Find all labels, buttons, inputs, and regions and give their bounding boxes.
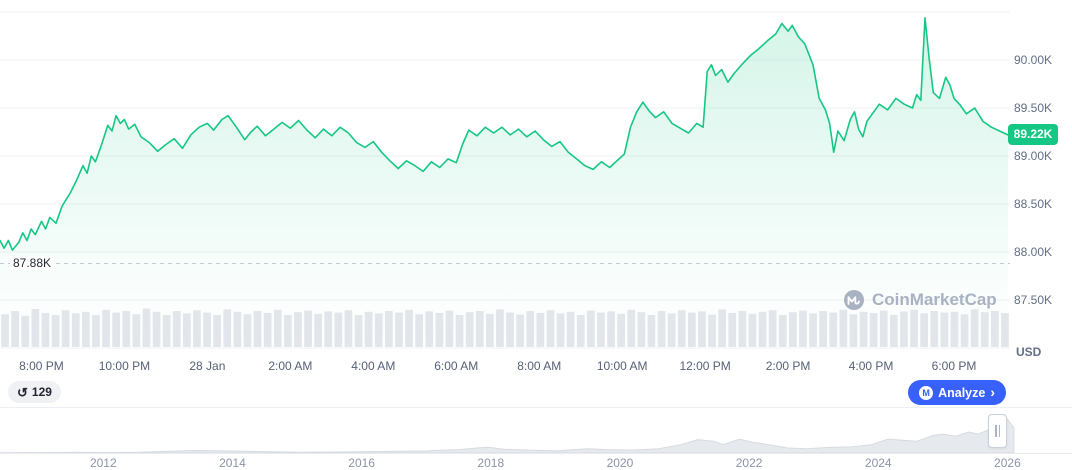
- timeline-scrubber[interactable]: 2012 2014 2016 2018 2020 2022 2024 2026: [0, 407, 1072, 470]
- analyze-button-label: Analyze: [938, 385, 986, 400]
- x-axis-label: 6:00 AM: [434, 359, 479, 373]
- timeline-year-label: 2012: [89, 456, 117, 470]
- x-axis-label: 4:00 AM: [351, 359, 396, 373]
- timeline-axis-line: [0, 453, 1072, 454]
- analyze-button[interactable]: M Analyze ›: [908, 380, 1006, 405]
- x-axis-label: 10:00 AM: [596, 359, 648, 373]
- timeline-year-label: 2020: [606, 456, 634, 470]
- x-axis-label: 10:00 PM: [98, 359, 151, 373]
- watermark: CoinMarketCap: [843, 289, 997, 311]
- annotations-count-label: 129: [31, 385, 52, 399]
- history-clock-icon: ↺: [17, 384, 28, 400]
- price-chart-svg: [0, 11, 1010, 351]
- drag-handle-icon: [995, 425, 997, 437]
- current-price-badge: 89.22K: [1008, 123, 1058, 145]
- watermark-text: CoinMarketCap: [872, 290, 997, 309]
- x-axis-label: 2:00 PM: [765, 359, 811, 373]
- coinmarketcap-logo-icon: [844, 290, 864, 310]
- controls-row: ↺ 129 M Analyze ›: [0, 379, 1072, 407]
- timeline-brush-handle[interactable]: [988, 414, 1007, 448]
- timeline-year-label: 2024: [864, 456, 892, 470]
- y-axis-label: 89.00K: [1014, 149, 1053, 163]
- x-axis-label: 4:00 PM: [848, 359, 894, 373]
- x-axis-label: 8:00 AM: [517, 359, 562, 373]
- x-axis-label: 6:00 PM: [931, 359, 977, 373]
- drag-handle-icon: [998, 425, 1000, 437]
- x-axis-label: 28 Jan: [189, 359, 226, 373]
- ref-price-label: 87.88K: [10, 255, 55, 270]
- timeline-year-label: 2022: [735, 456, 763, 470]
- y-axis-label: 88.50K: [1014, 197, 1053, 211]
- annotations-count-badge[interactable]: ↺ 129: [8, 381, 61, 403]
- price-chart-area[interactable]: [0, 0, 1010, 351]
- x-axis-label: 2:00 AM: [268, 359, 313, 373]
- chevron-right-icon: ›: [990, 384, 995, 400]
- currency-unit-label: USD: [1016, 345, 1042, 359]
- timeline-year-label: 2016: [348, 456, 375, 470]
- timeline-year-label: 2026: [994, 456, 1021, 470]
- timeline-year-label: 2014: [219, 456, 246, 470]
- y-axis-label: 89.50K: [1014, 101, 1053, 115]
- timeline-year-label: 2018: [477, 456, 505, 470]
- y-axis-label: 90.00K: [1014, 53, 1053, 67]
- y-axis-label: 87.50K: [1014, 293, 1053, 307]
- x-axis-label: 8:00 PM: [19, 359, 64, 373]
- x-axis-label: 12:00 PM: [679, 359, 731, 373]
- coinmarketcap-logo-icon: M: [919, 385, 934, 400]
- history-mini-chart-svg: [0, 414, 1015, 454]
- y-axis-label: 88.00K: [1014, 245, 1053, 259]
